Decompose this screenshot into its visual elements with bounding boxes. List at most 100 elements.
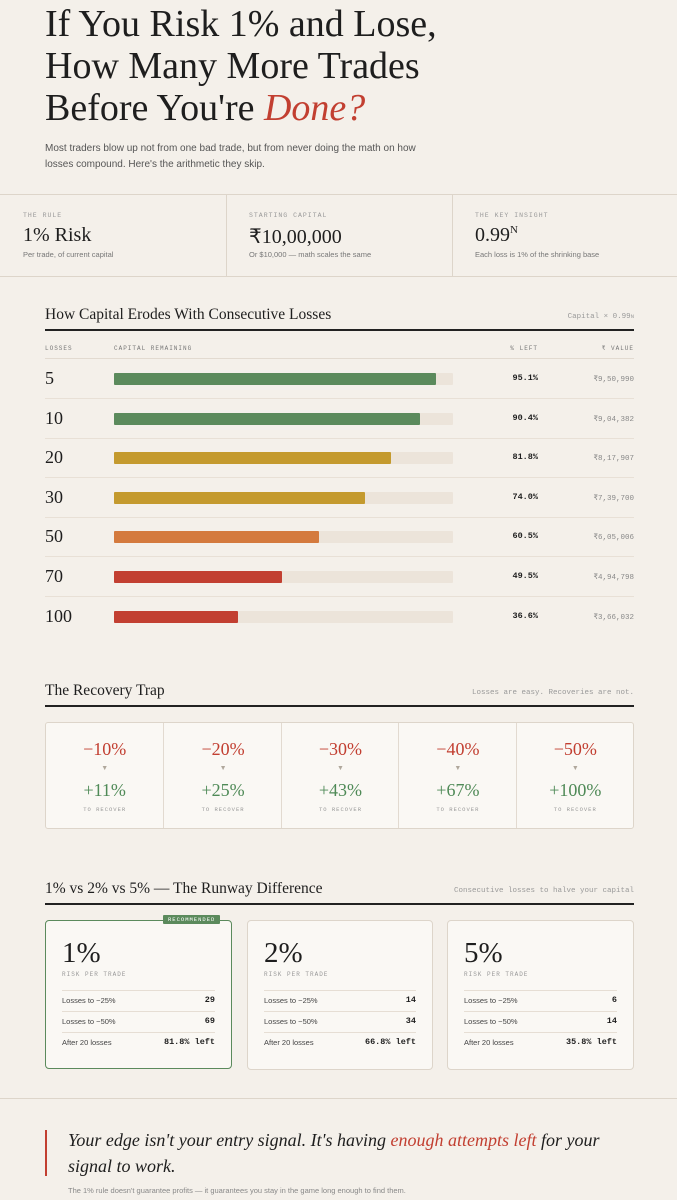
stat-value: ₹10,00,000	[249, 224, 342, 249]
section-note: Capital × 0.99	[567, 313, 631, 321]
caption: RISK PER TRADE	[464, 971, 529, 978]
section-note: Losses are easy. Recoveries are not.	[471, 689, 634, 697]
row-label: Losses to −25%	[264, 996, 318, 1005]
bar-track	[114, 531, 453, 544]
gain: +11%	[83, 780, 126, 800]
section-title: How Capital Erodes With Consecutive Loss…	[45, 306, 332, 323]
section-note: Losses are easy. Recoveries are not.	[472, 689, 634, 697]
title: If You Risk 1% and Lose, How Many More T…	[45, 3, 437, 129]
gain: +100%	[549, 780, 602, 800]
divider	[62, 990, 215, 991]
rule	[45, 903, 634, 905]
row-value: 66.8% left	[364, 1037, 416, 1047]
stat-label: THE RULE	[23, 212, 63, 219]
stat-note: Each loss is 1% of the shrinking base	[475, 250, 600, 259]
stat-label: THE KEY INSIGHT	[475, 212, 549, 219]
row-value: 6	[611, 995, 617, 1005]
divider	[264, 1011, 416, 1012]
gain: +67%	[436, 780, 480, 800]
section-note: Consecutive losses to halve your capital	[453, 887, 634, 895]
caption: TO RECOVER	[83, 806, 127, 813]
rule	[45, 705, 634, 707]
subtitle: Most traders blow up not from one bad tr…	[45, 143, 416, 170]
section-note: Capital × 0.99N	[568, 313, 634, 321]
row-label: After 20 losses	[264, 1038, 314, 1047]
row-label: Losses to −50%	[464, 1017, 518, 1026]
divider	[264, 1032, 416, 1033]
loss: −20%	[201, 739, 245, 759]
bar-track	[114, 412, 453, 425]
gain: +43%	[318, 780, 363, 800]
risk: 5%	[464, 937, 503, 969]
column-header: CAPITAL REMAINING	[114, 345, 193, 352]
divider	[45, 596, 634, 597]
caption: TO RECOVER	[436, 806, 480, 813]
stat-note: Or $10,000 — math scales the same	[249, 250, 372, 259]
rupee-value: ₹7,39,700	[593, 494, 634, 503]
caption: TO RECOVER	[201, 806, 245, 813]
losses: 10	[45, 407, 63, 428]
column-header: % LEFT	[510, 345, 538, 352]
row-value: 34	[405, 1016, 416, 1026]
bar	[114, 373, 437, 385]
caption: RISK PER TRADE	[62, 971, 127, 978]
risk: 1%	[62, 937, 101, 969]
losses: 70	[45, 566, 63, 586]
row-label: Losses to −50%	[62, 1017, 116, 1026]
bar-track	[114, 571, 453, 583]
row-label: Losses to −50%	[264, 1017, 318, 1026]
divider	[62, 1011, 215, 1012]
bar	[114, 610, 239, 623]
row-value: 35.8% left	[565, 1037, 617, 1047]
arrow: ▼	[337, 765, 344, 772]
row-value: 14	[405, 995, 416, 1005]
divider	[464, 1011, 617, 1012]
divider	[0, 1098, 677, 1099]
stat-value: 1% Risk	[23, 224, 92, 246]
row-value: 81.8% left	[163, 1037, 215, 1047]
losses: 100	[45, 605, 72, 626]
risk-card: 1% RISK PER TRADE Losses to −25% 29 Losses t…	[45, 920, 232, 1069]
caption: TO RECOVER	[553, 806, 597, 813]
row-label: After 20 losses	[62, 1038, 112, 1047]
pct-left: 90.4%	[512, 412, 538, 423]
divider	[45, 477, 634, 479]
recovery-cell: −40% ▼ +67% TO RECOVER	[398, 723, 516, 828]
rupee-value: ₹3,66,032	[593, 613, 634, 622]
caption: RISK PER TRADE	[264, 971, 329, 978]
rupee-value: ₹6,05,006	[593, 534, 634, 543]
arrow: ▼	[101, 765, 109, 772]
arrow: ▼	[571, 765, 579, 772]
divider	[62, 1032, 215, 1033]
title-line: If You Risk 1% and Lose,	[45, 3, 437, 45]
loss: −10%	[83, 739, 127, 759]
stat-sup: N	[510, 224, 518, 236]
divider	[464, 990, 617, 991]
recovery-cell: −50% ▼ +100% TO RECOVER	[515, 723, 634, 828]
quote-bar	[45, 1130, 47, 1176]
divider	[464, 1032, 617, 1033]
pct-left: 95.1%	[512, 373, 538, 383]
rupee-value: ₹4,94,798	[593, 574, 634, 582]
divider	[45, 358, 634, 359]
loss: −30%	[318, 739, 363, 759]
recovery-cell: −30% ▼ +43% TO RECOVER	[280, 723, 399, 828]
divider	[45, 516, 634, 518]
quote-text: for your signal to work.	[68, 1130, 600, 1176]
row-label: Losses to −25%	[62, 996, 116, 1005]
divider	[264, 990, 416, 991]
rule	[45, 329, 634, 331]
recovery-cell: −20% ▼ +25% TO RECOVER	[163, 723, 281, 828]
section-note-sup: N	[630, 313, 634, 320]
rupee-value: ₹8,17,907	[593, 455, 634, 464]
risk-card: 5% RISK PER TRADE Losses to −25% 6 Losses to…	[447, 920, 634, 1070]
stat-value: 1% Risk	[23, 224, 91, 247]
pct-left: 74.0%	[512, 491, 538, 502]
row-value: 69	[204, 1016, 215, 1026]
divider	[45, 437, 634, 439]
row-value: 14	[606, 1016, 617, 1026]
title-line: How Many More Trades	[45, 45, 420, 87]
pct-left: 36.6%	[512, 610, 538, 621]
